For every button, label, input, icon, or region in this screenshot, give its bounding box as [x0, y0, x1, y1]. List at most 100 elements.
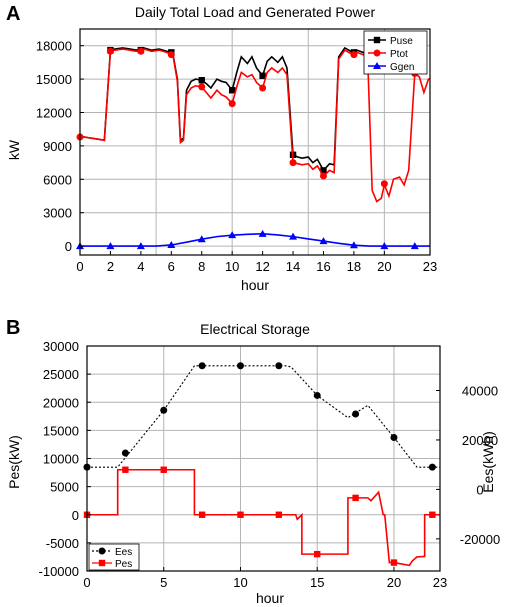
chart-a-ticks: 0 2 4 6 8 10 12 14 16 18 20 23 0 3000 6000 9000 12000 150…: [36, 39, 437, 274]
chart-b-ytick-right-label: 0: [476, 482, 483, 497]
legend-a-label: Puse: [390, 36, 413, 47]
chart-a-series: [76, 46, 430, 250]
chart-a-title: Daily Total Load and Generated Power: [135, 4, 376, 20]
chart-a-ytick-label: 15000: [36, 72, 72, 87]
chart-b-series: [83, 362, 440, 567]
chart-a-plot-frame: [79, 28, 431, 256]
series-ees-line: [87, 365, 440, 468]
series-ggen-point: [136, 242, 145, 250]
chart-a-xtick-label: 6: [168, 259, 175, 274]
series-puse-point: [320, 167, 327, 174]
series-ggen-point: [380, 242, 389, 250]
chart-a-xtick-label: 12: [255, 259, 269, 274]
chart-b-ytick-right-label: 20000: [462, 433, 498, 448]
chart-b-xtick-label: 5: [160, 575, 167, 590]
series-puse-line: [80, 46, 368, 172]
series-ees-point: [275, 362, 283, 370]
legend-a-label: Ptot: [390, 49, 408, 60]
series-ees-point: [428, 463, 436, 471]
series-puse-point: [198, 77, 205, 84]
chart-b-ticks: 0 5 10 15 20 23 -10000 -5000 0 5000 10000 15000 2000…: [39, 339, 501, 590]
chart-a-xtick-label: 4: [137, 259, 144, 274]
series-pes-point: [390, 559, 398, 566]
series-ggen-point: [106, 242, 115, 250]
series-pes-point: [198, 511, 206, 518]
chart-b-ytick-left-label: -5000: [46, 536, 79, 551]
chart-a-xtick-label: 18: [347, 259, 361, 274]
series-ees-point: [198, 362, 206, 370]
series-ees-point: [236, 362, 244, 370]
chart-a-ytick-label: 9000: [43, 139, 72, 154]
series-ggen-point: [167, 240, 176, 248]
series-ptot-point: [228, 100, 236, 108]
series-pes-point: [352, 494, 359, 502]
chart-b-ytick-left-label: 15000: [43, 423, 79, 438]
chart-b-ylabel-right: Ees(kWh): [480, 431, 496, 492]
series-ggen-point: [228, 231, 237, 239]
series-ptot-point: [137, 47, 145, 55]
series-ggen-point: [319, 237, 328, 245]
series-ggen-point: [410, 242, 419, 250]
series-ptot-line: [80, 48, 430, 203]
chart-b-ytick-left-label: 25000: [43, 367, 79, 382]
series-puse-point: [259, 72, 266, 79]
chart-a-xtick-label: 16: [316, 259, 330, 274]
series-ptot-point: [289, 159, 297, 167]
series-ptot-point: [106, 47, 114, 55]
series-ptot-point: [319, 172, 327, 180]
legend-a-swatch-marker: [373, 49, 381, 57]
series-pes-point: [275, 511, 283, 518]
chart-b-xtick-label: 23: [433, 575, 447, 590]
chart-a-xlabel: hour: [241, 277, 269, 293]
series-ptot-point: [167, 51, 175, 59]
chart-b-ytick-right-label: -20000: [460, 532, 500, 547]
chart-a-xtick-label: 2: [107, 259, 114, 274]
chart-b-ytick-left-label: 30000: [43, 339, 79, 354]
panel-label-b: B: [6, 317, 20, 339]
series-ptot-point: [380, 180, 388, 188]
chart-a-ytick-label: 6000: [43, 172, 72, 187]
series-pes-point: [160, 466, 167, 473]
legend-a-swatch-marker: [373, 36, 381, 44]
chart-b-ytick-left-label: 0: [72, 508, 79, 523]
chart-a-xtick-label: 20: [377, 259, 391, 274]
series-pes-line: [87, 468, 440, 567]
series-pes-point: [314, 550, 321, 558]
series-pes-point: [122, 466, 129, 473]
legend-b-swatch-marker: [98, 547, 106, 555]
chart-b-xtick-label: 20: [387, 575, 401, 590]
chart-b-xlabel: hour: [256, 590, 284, 606]
series-ees-point: [352, 410, 360, 418]
chart-a-ytick-label: 18000: [36, 39, 72, 54]
series-ptot-point: [198, 83, 206, 91]
series-ggen-point: [289, 232, 298, 240]
series-ees-point: [160, 406, 168, 414]
chart-b-xtick-label: 0: [83, 575, 90, 590]
chart-b-title: Electrical Storage: [200, 321, 310, 337]
series-ggen-point: [197, 235, 206, 243]
chart-a-ylabel: kW: [6, 139, 22, 160]
series-ggen-line: [80, 233, 430, 247]
legend-b-label: Pes: [115, 559, 132, 570]
series-puse-point: [228, 87, 236, 94]
chart-b-xtick-label: 15: [310, 575, 324, 590]
chart-a-ytick-label: 3000: [43, 206, 72, 221]
chart-a-xtick-label: 23: [423, 259, 437, 274]
chart-a-xtick-label: 8: [198, 259, 205, 274]
chart-a-xtick-label: 14: [286, 259, 300, 274]
legend-b-swatch-marker: [98, 559, 106, 567]
chart-b-ytick-left-label: 5000: [50, 480, 79, 495]
chart-b-ytick-right-label: 40000: [462, 384, 498, 399]
chart-a-xtick-label: 0: [76, 259, 83, 274]
chart-b-ytick-left-label: 20000: [43, 395, 79, 410]
chart-b-ytick-left-label: 10000: [43, 452, 79, 467]
series-pes-point: [237, 511, 244, 518]
chart-b: Electrical Storage 0 5 10 15 20 23 -10000 -5000…: [6, 321, 500, 606]
series-ptot-point: [350, 51, 358, 59]
chart-a-xtick-label: 10: [225, 259, 239, 274]
legend-b-label: Ees: [115, 547, 132, 558]
chart-a: Daily Total Load and Generated Power 0 2 4…: [6, 4, 437, 293]
chart-a-ytick-label: 0: [65, 239, 72, 254]
